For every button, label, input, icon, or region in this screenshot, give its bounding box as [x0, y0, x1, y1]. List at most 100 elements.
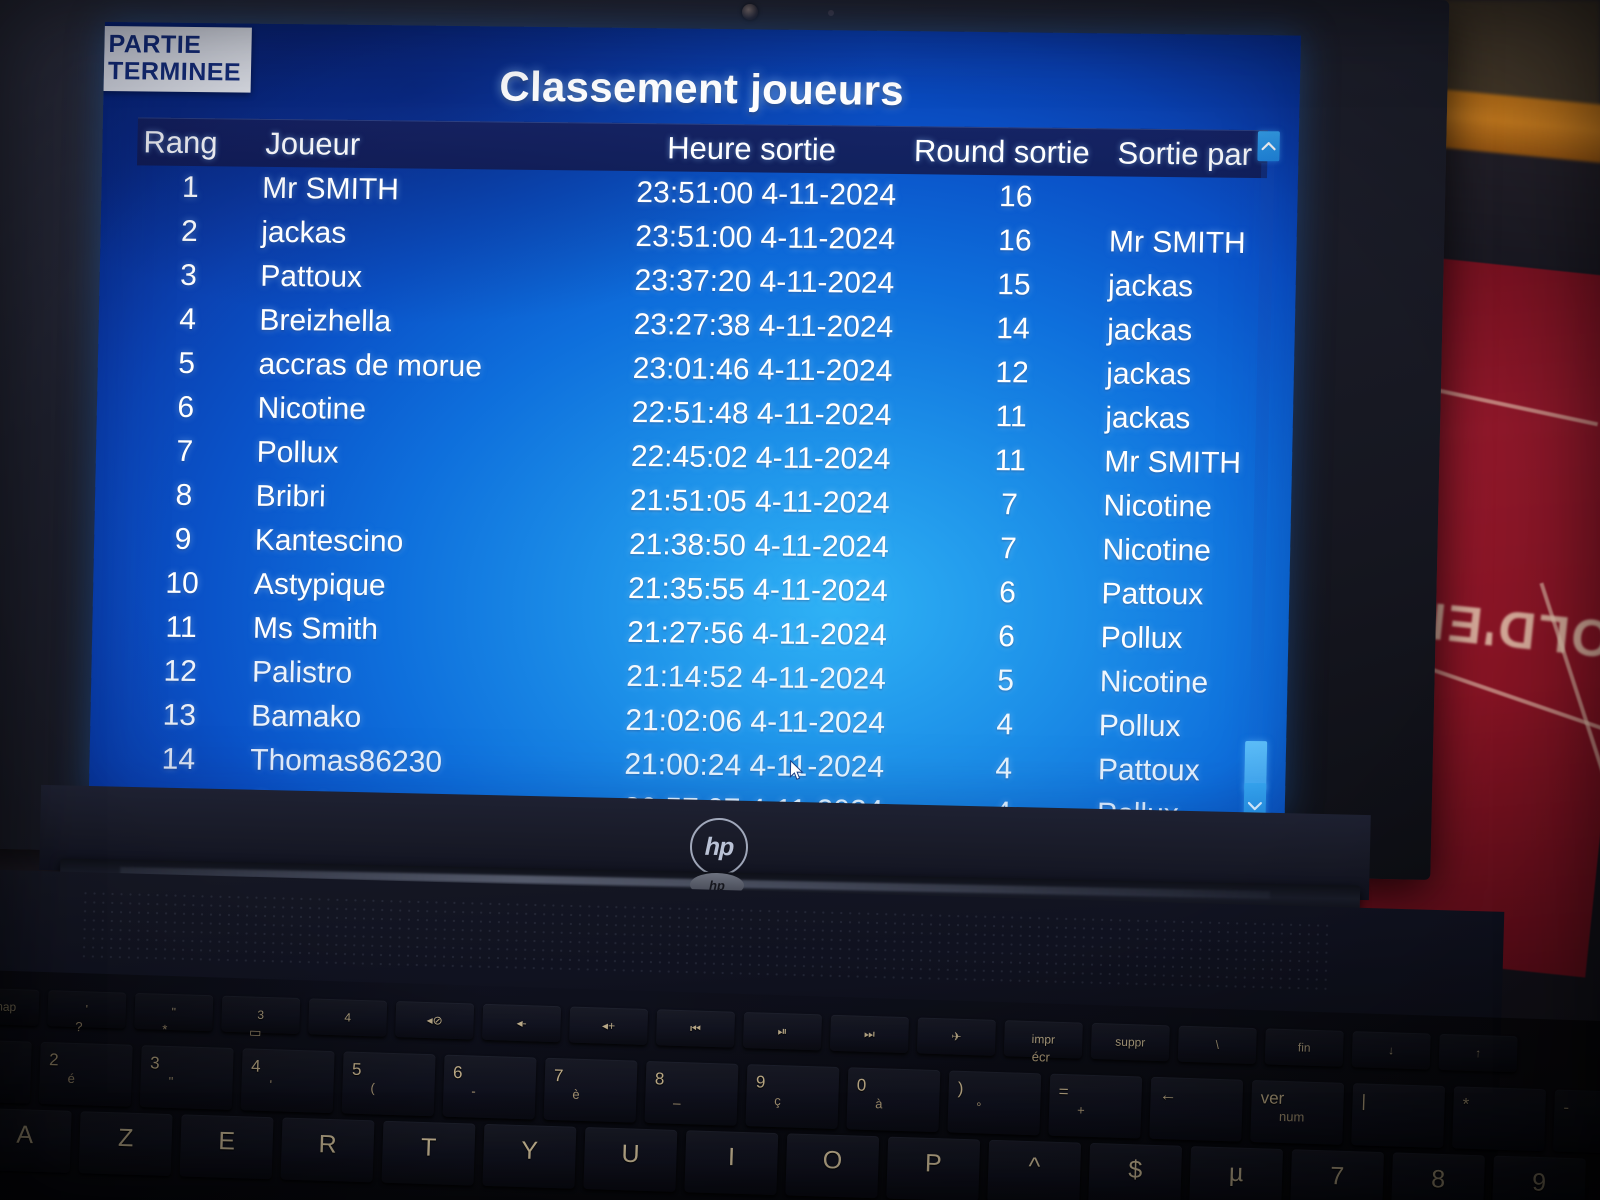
keyboard-key[interactable]: I: [684, 1130, 779, 1196]
scroll-down-icon[interactable]: [1243, 782, 1267, 816]
keyboard-key[interactable]: \: [1177, 1025, 1257, 1065]
keyboard-key-label: 8: [1430, 1165, 1446, 1194]
cell-sortie-par: Mr SMITH: [1108, 225, 1246, 260]
keyboard-key[interactable]: '?: [47, 990, 127, 1034]
cell-sortie-par: Pattoux: [1101, 577, 1204, 612]
keyboard-key[interactable]: 4: [308, 998, 388, 1037]
cell-joueur: Nicotine: [257, 391, 367, 426]
keyboard-key-label: *: [1462, 1094, 1470, 1114]
keyboard-key[interactable]: |: [1351, 1083, 1446, 1149]
keyboard-key-label: 3: [257, 1007, 265, 1022]
cell-joueur: Bamako: [250, 699, 362, 734]
cell-sortie-par: Nicotine: [1103, 489, 1213, 524]
keyboard-key[interactable]: 7: [1290, 1149, 1384, 1200]
keyboard-key[interactable]: 8 _: [644, 1060, 739, 1126]
keyboard-key[interactable]: ←: [1149, 1076, 1244, 1142]
keyboard-key-label: E: [217, 1127, 236, 1156]
keyboard-key[interactable]: fin: [1264, 1028, 1344, 1067]
keyboard-key[interactable]: *: [1452, 1086, 1547, 1152]
keyboard-key[interactable]: µ: [1189, 1146, 1284, 1200]
keyboard-key[interactable]: echap: [0, 987, 40, 1026]
keyboard-key-label: =: [1058, 1081, 1069, 1102]
keyboard-key[interactable]: U: [583, 1127, 678, 1192]
keyboard-key[interactable]: ver num: [1250, 1079, 1345, 1145]
keyboard-key[interactable]: ◂+: [569, 1006, 649, 1045]
cell-rang: 5: [178, 346, 196, 381]
cell-round: 7: [999, 532, 1018, 566]
keyboard-key[interactable]: = +: [1048, 1073, 1143, 1139]
keyboard-key-sublabel: °: [975, 1099, 982, 1115]
cell-sortie-par: [1104, 198, 1267, 200]
keyboard-key-sublabel: è: [572, 1086, 580, 1102]
keyboard-key[interactable]: T: [381, 1120, 476, 1186]
cell-round: 4: [995, 752, 1013, 786]
keyboard-key-label: ⏮: [689, 1021, 702, 1036]
cell-sortie-par: Nicotine: [1102, 533, 1212, 568]
cell-heure: 23:51:00 4-11-2024: [635, 220, 896, 256]
keyboard-key[interactable]: ⏭: [829, 1014, 909, 1054]
scroll-up-icon[interactable]: [1257, 131, 1280, 162]
keyboard-key[interactable]: Y: [482, 1123, 577, 1189]
column-header-round[interactable]: Round sortie: [913, 133, 1091, 171]
keyboard-key-label: ): [957, 1078, 964, 1098]
keyboard-key[interactable]: 6-: [442, 1054, 537, 1120]
keyboard-key[interactable]: 5(: [341, 1051, 436, 1117]
keyboard-key[interactable]: ◂⊘: [395, 1001, 475, 1040]
status-badge-line1: PARTIE: [108, 30, 202, 60]
cell-round: 6: [997, 620, 1016, 654]
keyboard-key[interactable]: Z: [78, 1111, 173, 1177]
keyboard-key-label: ⏭: [863, 1026, 876, 1042]
cell-rang: 11: [165, 610, 198, 645]
column-header-sortie-par[interactable]: Sortie par: [1117, 135, 1253, 173]
keyboard-key[interactable]: ) °: [947, 1070, 1042, 1136]
keyboard-key[interactable]: 1&: [0, 1038, 32, 1104]
keyboard-key[interactable]: suppr: [1090, 1022, 1170, 1062]
keyboard-key[interactable]: ⏮: [655, 1009, 736, 1048]
cell-heure: 23:01:46 4-11-2024: [632, 351, 893, 388]
keyboard-key[interactable]: E: [179, 1114, 274, 1180]
keyboard-key-label: |: [1361, 1091, 1367, 1111]
cell-heure: 21:38:50 4-11-2024: [628, 527, 890, 564]
keyboard-key-label: Z: [117, 1123, 134, 1153]
cell-round: 7: [1000, 488, 1019, 522]
keyboard-key[interactable]: ✈: [916, 1017, 996, 1056]
keyboard-key[interactable]: A: [0, 1108, 72, 1173]
cell-rang: 8: [175, 478, 193, 512]
page-title: Classement joueurs: [498, 62, 905, 115]
cell-sortie-par: jackas: [1104, 401, 1191, 436]
keyboard-key[interactable]: ⏯: [742, 1011, 823, 1051]
keyboard-key[interactable]: R: [280, 1117, 375, 1183]
keyboard-key[interactable]: 3 ": [139, 1045, 234, 1110]
keyboard-key[interactable]: ◂-: [482, 1003, 562, 1043]
cell-joueur: Ms Smith: [252, 611, 379, 647]
keyboard-key[interactable]: ↓: [1351, 1031, 1431, 1070]
keyboard-key[interactable]: 3 ▭: [221, 995, 301, 1040]
keyboard-key-label: T: [420, 1133, 437, 1162]
keyboard-key[interactable]: " *: [134, 992, 214, 1037]
column-header-heure[interactable]: Heure sortie: [666, 130, 837, 168]
vertical-scrollbar[interactable]: [1243, 131, 1280, 816]
keyboard-key[interactable]: 4 ': [240, 1048, 335, 1114]
cell-sortie-par: Pattoux: [1097, 753, 1201, 788]
keyboard-key[interactable]: 9: [1491, 1155, 1586, 1200]
keyboard-key[interactable]: P: [886, 1136, 981, 1200]
cell-heure: 21:02:06 4-11-2024: [625, 703, 886, 740]
keyboard-key-label: ver: [1260, 1088, 1285, 1108]
keyboard-key[interactable]: O: [785, 1133, 880, 1199]
keyboard-key-label: ◂+: [601, 1018, 616, 1033]
column-header-joueur[interactable]: Joueur: [264, 125, 361, 162]
keyboard-key[interactable]: $: [1088, 1142, 1183, 1200]
keyboard-key-sublabel: *: [161, 1021, 168, 1037]
column-header-rang[interactable]: Rang: [143, 124, 218, 161]
keyboard-key[interactable]: ↑: [1438, 1033, 1518, 1073]
keyboard-key-label: O: [822, 1146, 843, 1175]
keyboard-key[interactable]: ^: [987, 1139, 1082, 1200]
keyboard-key[interactable]: -: [1553, 1089, 1600, 1155]
keyboard-key[interactable]: 8: [1391, 1152, 1485, 1200]
keyboard-key[interactable]: impr écr: [1003, 1020, 1083, 1065]
